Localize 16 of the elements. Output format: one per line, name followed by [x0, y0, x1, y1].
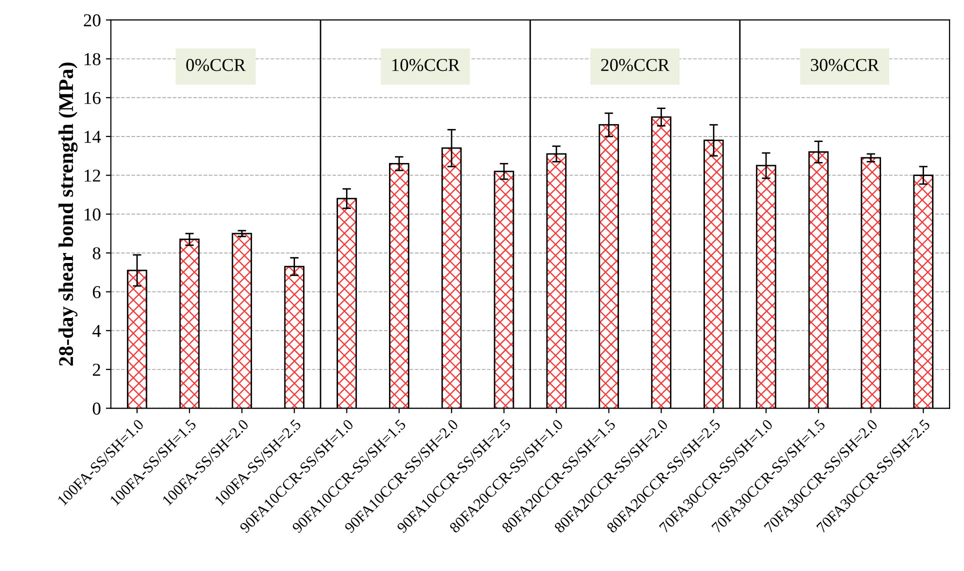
y-tick-label: 4 — [92, 324, 101, 337]
y-tick-label: 2 — [92, 364, 100, 376]
y-tick-label: 20 — [84, 14, 100, 26]
y-tick-label: 18 — [84, 53, 100, 66]
annotation: 0%CCR — [186, 58, 246, 72]
y-tick-label: 8 — [92, 247, 100, 260]
annotation: 10%CCR — [392, 58, 460, 72]
y-tick-label: 12 — [84, 170, 100, 182]
y-tick-label: 10 — [84, 208, 100, 221]
annotation: 20%CCR — [601, 58, 670, 72]
annotation: 30%CCR — [810, 58, 880, 72]
y-tick-label: 0 — [92, 402, 100, 415]
y-tick-label: 6 — [92, 286, 101, 298]
y-axis-title: 28-day shear bond strength (MPa) — [58, 62, 78, 366]
y-tick-label: 16 — [84, 92, 101, 104]
y-tick-label: 14 — [84, 130, 101, 143]
